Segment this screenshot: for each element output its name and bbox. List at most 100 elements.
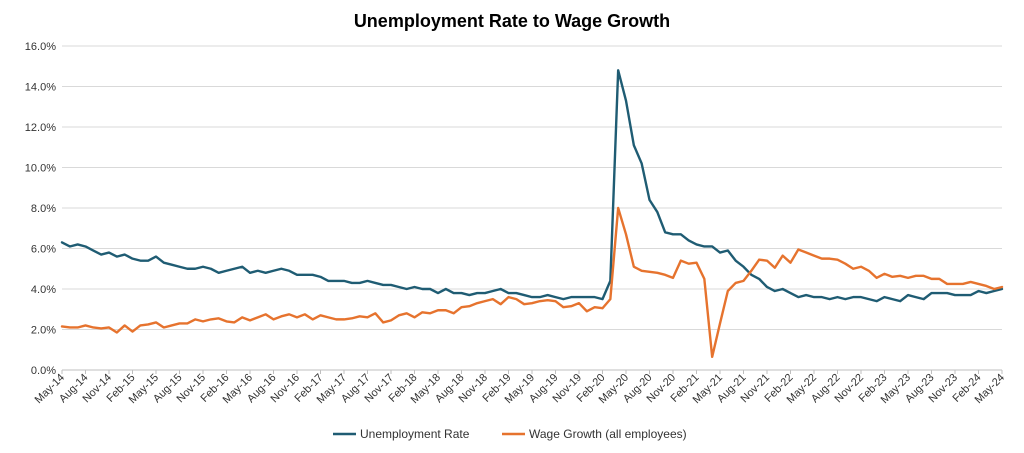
- data-point: [906, 293, 909, 296]
- y-tick-label: 12.0%: [25, 122, 56, 134]
- data-point: [421, 287, 424, 290]
- data-point: [241, 316, 244, 319]
- data-point: [382, 321, 385, 324]
- data-point: [241, 265, 244, 268]
- data-point: [413, 285, 416, 288]
- data-point: [209, 267, 212, 270]
- data-point: [844, 298, 847, 301]
- data-point: [170, 324, 173, 327]
- data-point: [820, 296, 823, 299]
- data-point: [711, 245, 714, 248]
- data-point: [742, 279, 745, 282]
- data-point: [852, 296, 855, 299]
- data-point: [483, 291, 486, 294]
- data-point: [476, 291, 479, 294]
- data-point: [922, 298, 925, 301]
- data-point: [358, 315, 361, 318]
- data-point: [961, 293, 964, 296]
- data-point: [585, 296, 588, 299]
- data-point: [107, 326, 110, 329]
- series-line-unemployment-rate: [60, 69, 1004, 303]
- data-point: [452, 291, 455, 294]
- data-point: [358, 281, 361, 284]
- data-point: [726, 289, 729, 292]
- data-point: [217, 271, 220, 274]
- data-point: [217, 317, 220, 320]
- data-point: [436, 309, 439, 312]
- y-tick-label: 4.0%: [31, 284, 56, 296]
- legend-label-unemployment-rate: Unemployment Rate: [360, 427, 470, 441]
- data-point: [985, 284, 988, 287]
- data-point: [953, 293, 956, 296]
- data-point: [523, 303, 526, 306]
- data-point: [233, 321, 236, 324]
- data-point: [852, 267, 855, 270]
- data-point: [1000, 285, 1003, 288]
- data-point: [256, 269, 259, 272]
- data-point: [742, 265, 745, 268]
- data-point: [891, 298, 894, 301]
- data-point: [648, 198, 651, 201]
- data-point: [178, 265, 181, 268]
- data-point: [577, 296, 580, 299]
- data-point: [906, 276, 909, 279]
- data-point: [828, 298, 831, 301]
- data-point: [640, 269, 643, 272]
- data-point: [107, 251, 110, 254]
- data-point: [632, 144, 635, 147]
- data-point: [311, 318, 314, 321]
- data-point: [946, 291, 949, 294]
- data-point: [92, 249, 95, 252]
- data-point: [483, 300, 486, 303]
- series-line-wage-growth-all-employees: [60, 206, 1004, 359]
- data-point: [123, 253, 126, 256]
- data-point: [405, 287, 408, 290]
- data-point: [295, 316, 298, 319]
- data-point: [969, 280, 972, 283]
- data-point: [397, 285, 400, 288]
- data-point: [476, 302, 479, 305]
- data-point: [930, 277, 933, 280]
- data-point: [100, 327, 103, 330]
- data-point: [131, 330, 134, 333]
- data-point: [797, 248, 800, 251]
- data-point: [554, 296, 557, 299]
- data-point: [781, 287, 784, 290]
- data-point: [867, 269, 870, 272]
- data-point: [640, 162, 643, 165]
- data-point: [758, 258, 761, 261]
- data-point: [319, 275, 322, 278]
- y-axis: 0.0% 2.0% 4.0% 6.0% 8.0% 10.0% 12.0% 14.0% 16.0%: [25, 41, 56, 377]
- data-point: [624, 233, 627, 236]
- data-point: [938, 277, 941, 280]
- data-point: [875, 300, 878, 303]
- data-point: [546, 299, 549, 302]
- data-point: [335, 279, 338, 282]
- data-point: [436, 291, 439, 294]
- data-point: [961, 282, 964, 285]
- data-point: [201, 320, 204, 323]
- data-point: [546, 293, 549, 296]
- data-point: [468, 293, 471, 296]
- data-point: [899, 300, 902, 303]
- data-point: [350, 281, 353, 284]
- data-point: [859, 265, 862, 268]
- data-point: [92, 326, 95, 329]
- data-point: [139, 259, 142, 262]
- data-point: [194, 267, 197, 270]
- data-point: [280, 267, 283, 270]
- data-point: [523, 293, 526, 296]
- data-point: [342, 318, 345, 321]
- data-point: [366, 279, 369, 282]
- data-point: [977, 289, 980, 292]
- data-point: [248, 271, 251, 274]
- data-point: [601, 298, 604, 301]
- y-tick-label: 10.0%: [25, 163, 56, 175]
- data-point: [585, 310, 588, 313]
- data-point: [632, 265, 635, 268]
- data-point: [679, 259, 682, 262]
- data-point: [131, 257, 134, 260]
- data-point: [883, 272, 886, 275]
- data-point: [812, 296, 815, 299]
- legend: Unemployment Rate Wage Growth (all emplo…: [333, 427, 687, 441]
